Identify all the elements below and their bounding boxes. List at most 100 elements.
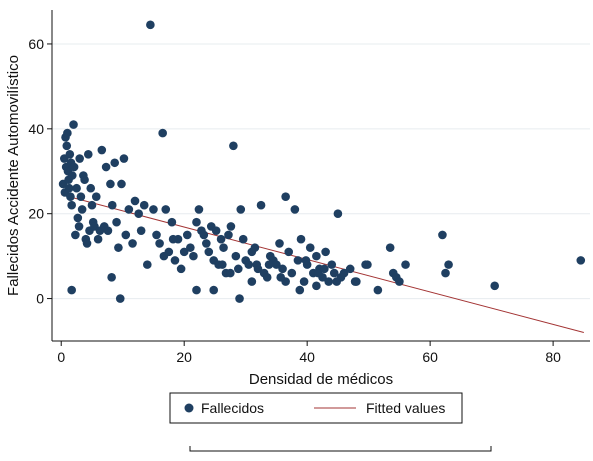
data-point [72,183,81,193]
data-point [490,281,499,291]
data-point [438,230,447,240]
data-point [158,128,167,138]
data-point [75,154,84,163]
y-tick-label: 20 [28,206,44,222]
data-point [333,209,343,218]
data-point [152,230,161,240]
data-point [250,243,260,252]
data-point [329,268,339,278]
data-point [211,226,221,235]
data-point [301,256,311,265]
data-point [296,234,306,244]
data-point [219,243,228,252]
data-point [63,128,72,138]
data-point [295,285,305,295]
x-tick-label: 40 [299,349,315,365]
data-point [229,141,238,151]
data-point [321,247,330,257]
x-tick-label: 60 [422,349,438,365]
data-point [103,226,113,235]
data-point [64,183,74,193]
data-point [278,264,287,274]
data-point [149,205,158,214]
data-point [66,192,75,202]
data-point [224,230,233,240]
data-point [117,179,126,189]
data-point [395,277,404,286]
data-point [65,149,75,159]
data-point [80,175,89,185]
data-point [275,239,284,248]
data-point [179,247,189,257]
data-point [373,285,383,295]
data-point [226,268,235,278]
legend-fit-label: Fitted values [366,400,445,416]
data-point [305,243,315,252]
data-point [276,273,286,282]
data-point [82,239,92,248]
data-point [209,285,219,295]
data-point [199,230,209,240]
data-point [192,217,201,227]
y-axis-label: Fallecidos Accidente Automovilístico [5,55,22,296]
data-point [170,256,180,265]
data-point [256,200,266,210]
data-point [444,260,453,269]
data-point [272,260,281,269]
data-point [159,251,169,261]
data-point [62,141,72,151]
data-point [69,120,78,129]
data-point [226,222,236,231]
data-point [216,234,226,244]
data-point [67,171,77,180]
data-point [71,230,80,240]
data-point [293,256,303,265]
data-point [106,179,115,189]
data-point [202,239,211,248]
data-point [312,251,321,261]
data-point [262,273,272,282]
data-point [204,247,214,257]
data-point [290,205,300,214]
data-point [284,247,294,257]
data-point [345,264,355,274]
data-point [332,277,341,286]
data-point [281,192,290,202]
data-point [312,281,321,291]
data-point [128,239,137,248]
data-point [136,226,146,235]
data-point [76,192,86,202]
data-point [244,260,254,269]
data-point [124,205,134,214]
data-point [252,260,262,269]
data-point [115,294,125,303]
data-point [247,277,257,286]
data-point [110,158,120,168]
x-tick-label: 80 [545,349,561,365]
data-point [74,222,84,231]
bottom-bracket [189,446,492,452]
x-tick-label: 0 [57,349,65,365]
data-point [350,277,360,286]
data-point [77,205,87,214]
data-point [87,200,97,210]
data-point [67,200,76,210]
data-point [385,243,395,252]
data-point [313,268,323,278]
data-point [107,273,116,282]
data-point [139,200,149,210]
data-point [234,264,243,274]
data-point [236,205,246,214]
data-point [231,251,241,261]
y-tick-label: 0 [36,291,44,307]
data-point [287,268,297,278]
y-tick-label: 60 [28,36,44,52]
data-point [83,149,93,159]
data-point [114,243,123,252]
x-axis-label: Densidad de médicos [249,371,393,388]
legend-fallecidos-label: Fallecidos [201,400,264,416]
data-point [299,277,309,286]
data-point [67,285,76,295]
data-point [324,277,333,286]
